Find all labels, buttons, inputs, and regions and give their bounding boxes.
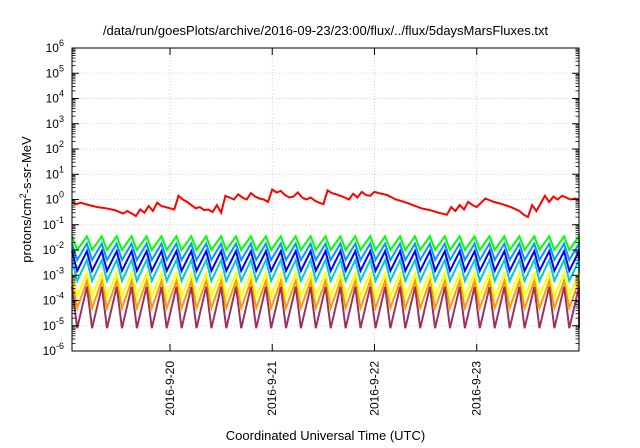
x-tick-label: 2016-9-22 [367, 361, 381, 416]
y-tick-label: 106 [46, 38, 64, 55]
y-tick-exponent: -2 [56, 240, 64, 250]
chart-title: /data/run/goesPlots/archive/2016-09-23/2… [103, 23, 549, 38]
y-ticks: 10-610-510-410-310-210-11001011021031041… [43, 38, 64, 358]
y-tick-label: 100 [46, 190, 64, 207]
series-line-2 [71, 239, 580, 263]
series-line-0 [71, 187, 580, 219]
y-tick-exponent: -3 [56, 265, 64, 275]
series-line-3 [71, 248, 580, 274]
series-line-6 [71, 277, 580, 312]
y-tick-label: 105 [46, 63, 64, 80]
y-tick-label: 10-6 [43, 341, 64, 358]
y-tick-label: 10-4 [43, 291, 64, 308]
y-tick-label: 104 [46, 89, 64, 106]
y-tick-base: 10 [46, 117, 60, 131]
y-tick-label: 102 [46, 139, 64, 156]
y-tick-label: 10-5 [43, 316, 64, 333]
y-tick-base: 10 [43, 294, 57, 308]
y-tick-exponent: 5 [59, 63, 64, 73]
y-tick-base: 10 [46, 193, 60, 207]
y-tick-base: 10 [43, 243, 57, 257]
y-tick-label: 10-2 [43, 240, 64, 257]
y-tick-label: 103 [46, 114, 64, 131]
series-line-7 [71, 286, 580, 329]
y-tick-base: 10 [46, 167, 60, 181]
series-line-5 [71, 270, 580, 300]
y-tick-base: 10 [43, 319, 57, 333]
y-axis-label-part: protons/cm [19, 198, 34, 262]
y-tick-label: 10-3 [43, 265, 64, 282]
y-tick-base: 10 [46, 142, 60, 156]
y-tick-label: 10-1 [43, 215, 64, 232]
y-tick-exponent: -6 [56, 341, 64, 351]
y-tick-base: 10 [46, 41, 60, 55]
y-axis-label: protons/cm2-s-sr-MeV [18, 136, 34, 263]
y-tick-label: 101 [46, 164, 64, 181]
y-tick-base: 10 [46, 92, 60, 106]
axes [71, 47, 580, 352]
y-tick-exponent: 6 [59, 38, 64, 48]
series-line-4 [71, 257, 580, 284]
plot-frame [71, 47, 580, 352]
y-tick-exponent: 1 [59, 164, 64, 174]
y-axis-label-sup: 2 [18, 193, 28, 198]
y-tick-exponent: 3 [59, 114, 64, 124]
y-tick-exponent: -5 [56, 316, 64, 326]
y-tick-exponent: 0 [59, 190, 64, 200]
y-tick-exponent: 2 [59, 139, 64, 149]
y-tick-base: 10 [43, 344, 57, 358]
y-tick-exponent: -1 [56, 215, 64, 225]
y-tick-exponent: 4 [59, 89, 64, 99]
series-line-1 [71, 233, 580, 253]
x-tick-label: 2016-9-20 [163, 361, 177, 416]
y-tick-base: 10 [46, 66, 60, 80]
x-ticks: 2016-9-20 2016-9-21 2016-9-22 2016-9-23 [163, 361, 484, 416]
x-tick-label: 2016-9-21 [265, 361, 279, 416]
x-axis-label: Coordinated Universal Time (UTC) [226, 428, 425, 443]
y-tick-exponent: -4 [56, 291, 64, 301]
y-tick-base: 10 [43, 218, 57, 232]
series-group [71, 187, 580, 329]
y-axis-label-part: -s-sr-MeV [19, 136, 34, 193]
y-tick-base: 10 [43, 268, 57, 282]
x-tick-label: 2016-9-23 [470, 361, 484, 416]
